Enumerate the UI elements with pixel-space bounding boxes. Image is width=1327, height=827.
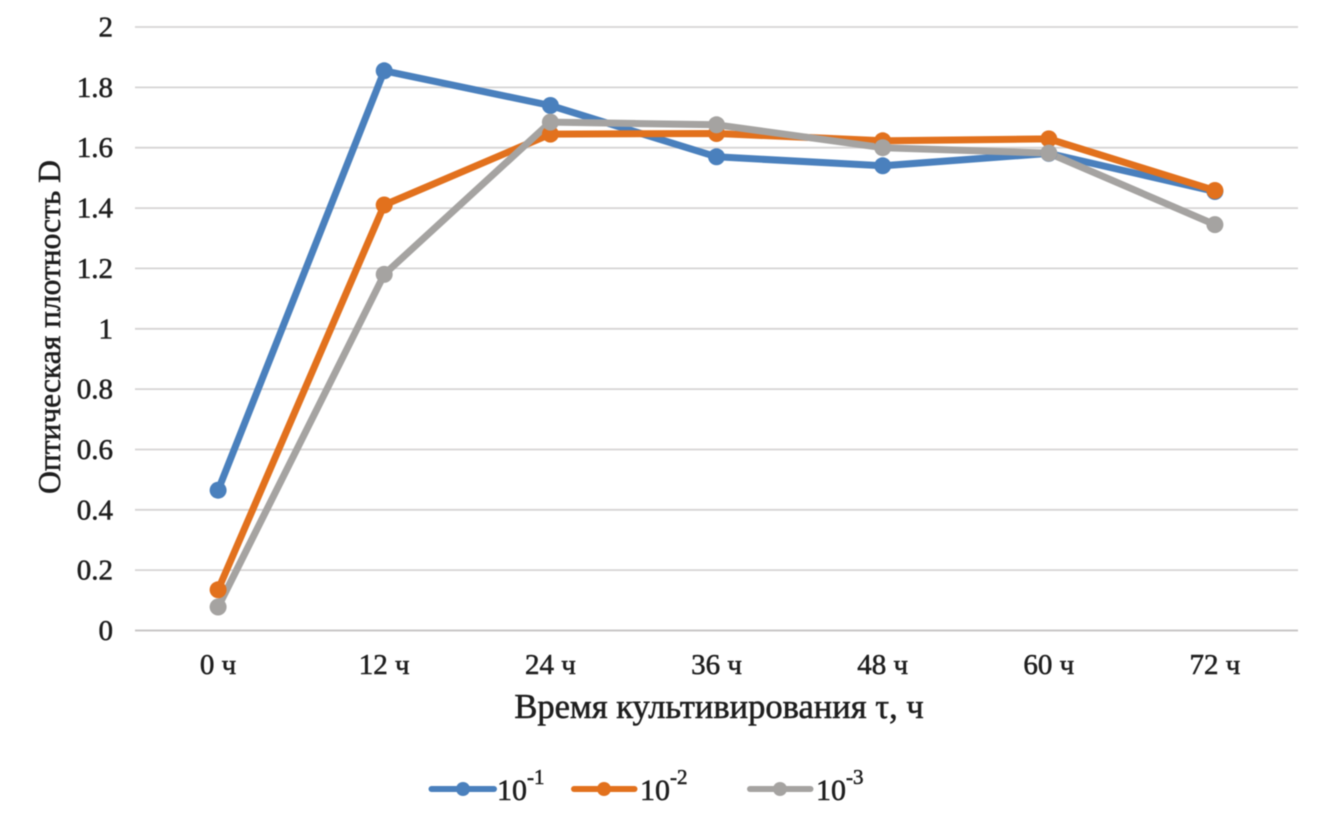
svg-text:24 ч: 24 ч (525, 649, 576, 681)
svg-text:36 ч: 36 ч (691, 649, 742, 681)
svg-text:72 ч: 72 ч (1189, 649, 1240, 681)
svg-text:60 ч: 60 ч (1023, 649, 1074, 681)
svg-text:0.8: 0.8 (77, 374, 113, 406)
svg-text:0.4: 0.4 (77, 494, 114, 526)
svg-text:10-1: 10-1 (497, 765, 545, 807)
svg-text:48 ч: 48 ч (857, 649, 908, 681)
svg-text:0: 0 (99, 615, 114, 647)
svg-text:Оптическая плотность D: Оптическая плотность D (32, 160, 67, 494)
svg-text:10-2: 10-2 (640, 765, 688, 807)
svg-text:0 ч: 0 ч (200, 649, 236, 681)
svg-text:1: 1 (99, 313, 114, 345)
svg-text:0.2: 0.2 (77, 555, 113, 587)
svg-text:10-3: 10-3 (816, 765, 864, 807)
svg-text:1.8: 1.8 (77, 72, 113, 104)
svg-text:1.2: 1.2 (77, 253, 113, 285)
svg-text:1.4: 1.4 (77, 193, 114, 225)
svg-text:12 ч: 12 ч (359, 649, 410, 681)
svg-text:1.6: 1.6 (77, 132, 113, 164)
svg-text:Время культивирования τ, ч: Время культивирования τ, ч (514, 688, 923, 726)
svg-text:0.6: 0.6 (77, 434, 113, 466)
svg-text:2: 2 (99, 12, 114, 44)
